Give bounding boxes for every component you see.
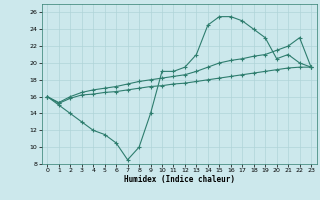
X-axis label: Humidex (Indice chaleur): Humidex (Indice chaleur) — [124, 175, 235, 184]
